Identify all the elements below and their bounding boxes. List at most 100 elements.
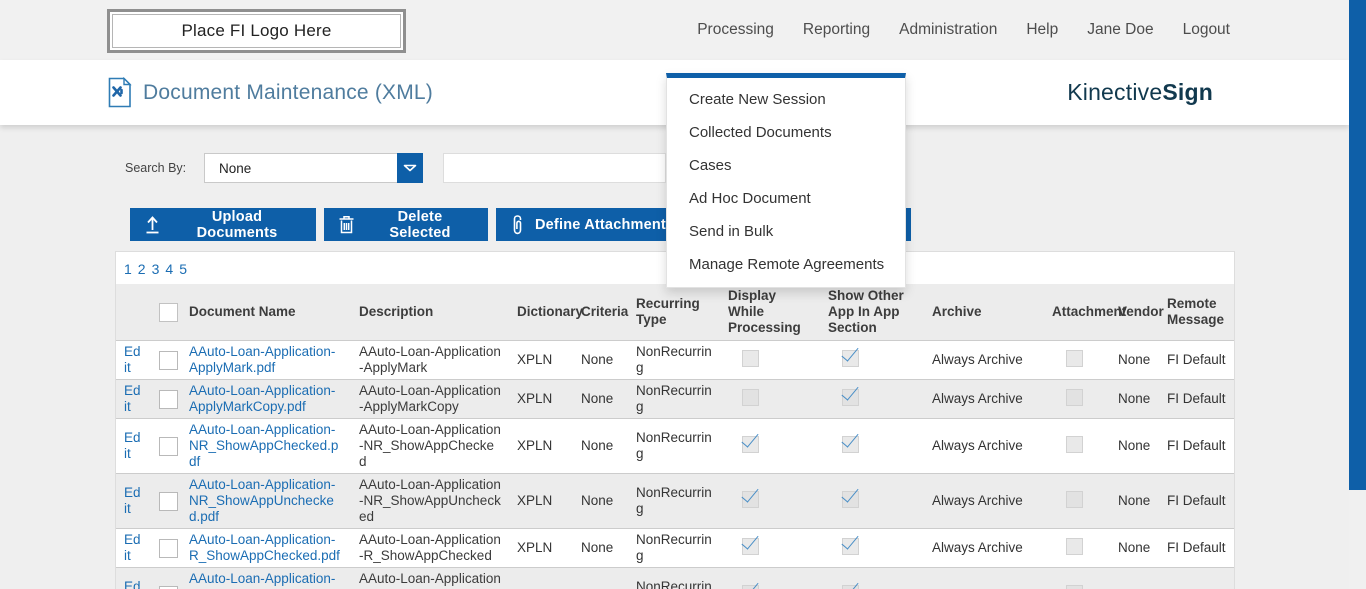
column-header-remote-message: Remote Message xyxy=(1159,284,1234,341)
document-name-link[interactable]: AAuto-Loan-Application-ApplyMark.pdf xyxy=(189,344,336,375)
menu-item-collected-documents[interactable]: Collected Documents xyxy=(689,124,832,141)
column-header-recurring-type: Recurring Type xyxy=(628,284,720,341)
upload-documents-button[interactable]: Upload Documents xyxy=(130,208,316,241)
checkmark-icon xyxy=(841,483,859,503)
show-other-app-checkbox-checked xyxy=(841,342,859,367)
attachment-checkbox-unchecked xyxy=(1066,537,1083,555)
upload-documents-label: Upload Documents xyxy=(196,208,278,241)
display-while-processing-checkbox-checked xyxy=(741,530,759,555)
edit-link[interactable]: Edit xyxy=(124,485,141,516)
select-all-checkbox[interactable] xyxy=(159,302,178,322)
row-select-checkbox[interactable] xyxy=(159,350,178,370)
row-select-checkbox[interactable] xyxy=(159,585,178,589)
recurring-type-cell: NonRecurring xyxy=(628,528,720,568)
nav-item-administration[interactable]: Administration xyxy=(899,21,998,38)
remote-message-cell: FI Default xyxy=(1159,528,1234,568)
attachment-checkbox-unchecked xyxy=(1066,490,1083,508)
table-row: Edit AAuto-Loan-Application-R_ShowAppChec… xyxy=(116,528,1234,568)
display-while-processing-checkbox-unchecked xyxy=(742,388,759,406)
criteria-cell: None xyxy=(573,418,628,474)
display-while-processing-checkbox-checked xyxy=(741,483,759,508)
fi-logo-placeholder: Place FI Logo Here xyxy=(107,9,406,53)
paperclip-icon xyxy=(510,214,524,235)
table-row: Edit AAuto-Loan-Application-NR_ShowAppChe… xyxy=(116,418,1234,474)
vertical-scrollbar[interactable] xyxy=(1349,0,1366,589)
page-title: Document Maintenance (XML) xyxy=(143,80,433,104)
vendor-cell: None xyxy=(1110,528,1159,568)
archive-cell: Always Archive xyxy=(924,567,1044,589)
dictionary-cell: XPLN xyxy=(509,340,573,380)
row-select-checkbox[interactable] xyxy=(159,436,178,456)
xml-document-icon xyxy=(107,77,132,108)
show-other-app-checkbox-checked xyxy=(841,530,859,555)
edit-link[interactable]: Edit xyxy=(124,430,141,461)
attachment-checkbox-unchecked xyxy=(1066,349,1083,367)
nav-item-processing[interactable]: Processing xyxy=(697,21,774,38)
menu-item-create-new-session[interactable]: Create New Session xyxy=(689,91,826,108)
page-link-4[interactable]: 4 xyxy=(165,261,174,277)
nav-item-help[interactable]: Help xyxy=(1026,21,1059,38)
recurring-type-cell: NonRecurring xyxy=(628,473,720,529)
edit-link[interactable]: Edit xyxy=(124,383,141,414)
document-name-link[interactable]: AAuto-Loan-Application-NR_ShowAppUncheck… xyxy=(189,477,336,524)
search-by-selected-value: None xyxy=(219,160,252,176)
row-select-checkbox[interactable] xyxy=(159,538,178,558)
column-header-criteria: Criteria xyxy=(573,284,628,341)
table-row: Edit AAuto-Loan-Application-ApplyMarkCopy… xyxy=(116,379,1234,419)
scrollbar-thumb[interactable] xyxy=(1349,0,1366,490)
page-link-1[interactable]: 1 xyxy=(124,261,132,277)
vendor-cell: None xyxy=(1110,567,1159,589)
processing-dropdown-menu: Create New Session Collected Documents Cas… xyxy=(666,73,906,288)
search-input[interactable] xyxy=(443,153,666,183)
brand-logo: Kinective Sign xyxy=(1067,60,1213,125)
trash-icon xyxy=(338,215,355,234)
table-row: Edit AAuto-Loan-Application-R_ShowAppUnch… xyxy=(116,567,1234,589)
page-link-5[interactable]: 5 xyxy=(179,261,187,277)
documents-table: Document Name Description Dictionary Cri… xyxy=(116,284,1234,589)
edit-link[interactable]: Edit xyxy=(124,579,141,589)
menu-item-ad-hoc-document[interactable]: Ad Hoc Document xyxy=(689,190,811,207)
remote-message-cell: FI Default xyxy=(1159,340,1234,380)
edit-link[interactable]: Edit xyxy=(124,532,141,563)
nav-item-reporting[interactable]: Reporting xyxy=(802,21,871,38)
checkmark-icon xyxy=(741,483,759,503)
document-name-link[interactable]: AAuto-Loan-Application-ApplyMarkCopy.pdf xyxy=(189,383,336,414)
table-header-row: Document Name Description Dictionary Cri… xyxy=(116,284,1234,341)
menu-item-cases[interactable]: Cases xyxy=(689,157,732,174)
archive-cell: Always Archive xyxy=(924,528,1044,568)
column-header-attachment: Attachment xyxy=(1044,284,1126,341)
recurring-type-cell: NonRecurring xyxy=(628,567,720,589)
document-name-link[interactable]: AAuto-Loan-Application-R_ShowAppUnchecke… xyxy=(189,571,343,589)
document-name-link[interactable]: AAuto-Loan-Application-R_ShowAppChecked.… xyxy=(189,532,340,563)
document-name-link[interactable]: AAuto-Loan-Application-NR_ShowAppChecked… xyxy=(189,422,339,469)
description-cell: AAuto-Loan-Application-ApplyMarkCopy xyxy=(351,379,509,419)
remote-message-cell: FI Default xyxy=(1159,473,1234,529)
vendor-cell: None xyxy=(1110,379,1159,419)
attachment-checkbox-unchecked xyxy=(1066,584,1083,589)
description-cell: AAuto-Loan-Application-R_ShowAppUnchecke… xyxy=(351,567,509,589)
archive-cell: Always Archive xyxy=(924,340,1044,380)
table-row: Edit AAuto-Loan-Application-NR_ShowAppUnc… xyxy=(116,473,1234,529)
menu-item-manage-remote-agreements[interactable]: Manage Remote Agreements xyxy=(689,256,885,273)
nav-item-jane-doe[interactable]: Jane Doe xyxy=(1087,21,1154,38)
page-link-3[interactable]: 3 xyxy=(151,261,160,277)
search-by-dropdown-button[interactable] xyxy=(397,153,423,183)
recurring-type-cell: NonRecurring xyxy=(628,418,720,474)
brand-bold: Sign xyxy=(1162,79,1213,105)
search-by-select[interactable]: None xyxy=(204,153,397,183)
page-link-2[interactable]: 2 xyxy=(137,261,146,277)
nav-item-logout[interactable]: Logout xyxy=(1182,21,1230,38)
delete-selected-button[interactable]: Delete Selected xyxy=(324,208,488,241)
menu-item-send-in-bulk[interactable]: Send in Bulk xyxy=(689,223,774,240)
column-header-dictionary: Dictionary xyxy=(509,284,583,341)
edit-link[interactable]: Edit xyxy=(124,344,141,375)
row-select-checkbox[interactable] xyxy=(159,389,178,409)
main-nav: Processing Reporting Administration Help Jan… xyxy=(697,0,1230,60)
archive-cell: Always Archive xyxy=(924,418,1044,474)
row-select-checkbox[interactable] xyxy=(159,491,178,511)
show-other-app-checkbox-checked xyxy=(841,381,859,406)
fi-logo-text: Place FI Logo Here xyxy=(112,14,401,48)
archive-cell: Always Archive xyxy=(924,379,1044,419)
